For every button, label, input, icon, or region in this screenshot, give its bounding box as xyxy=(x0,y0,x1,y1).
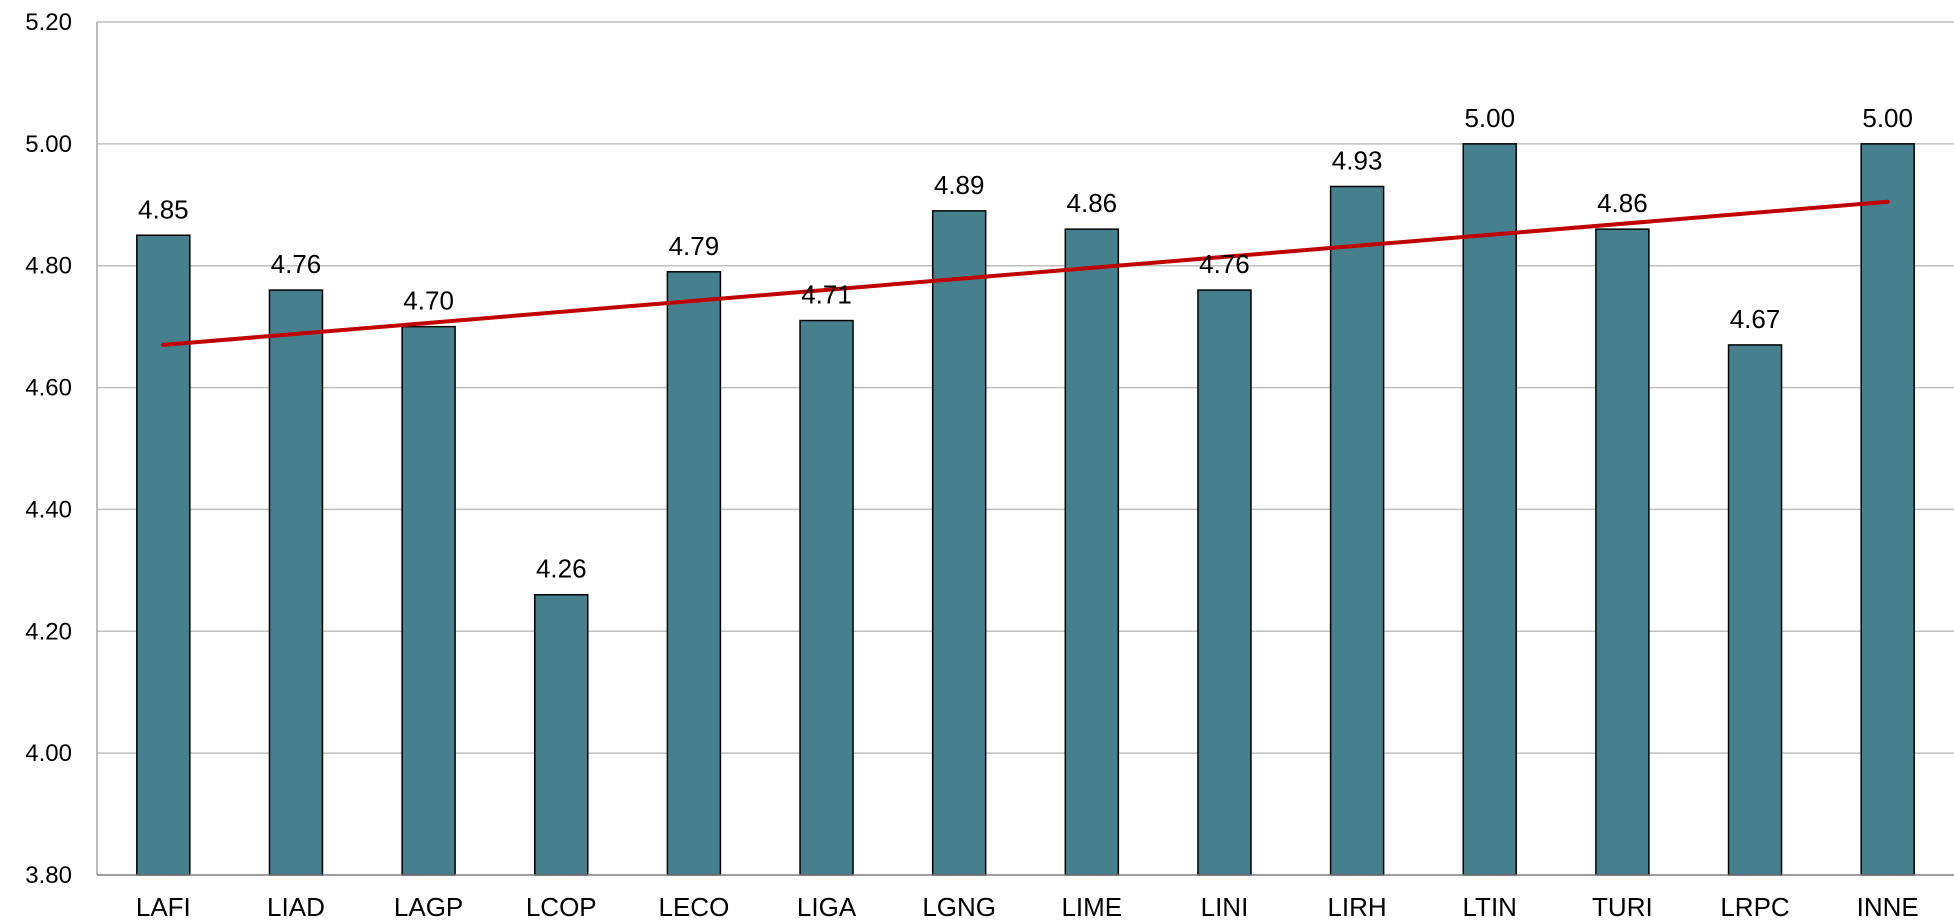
y-axis-ticks: 3.80 4.00 4.20 4.40 4.60 4.80 5.00 5.20 xyxy=(25,9,72,889)
data-label: 4.76 xyxy=(271,249,322,279)
x-tick-label: LRPC xyxy=(1720,892,1789,922)
y-tick-label: 5.20 xyxy=(25,9,72,36)
data-label: 5.00 xyxy=(1464,103,1515,133)
bar xyxy=(1462,143,1517,876)
data-label: 4.26 xyxy=(536,554,587,584)
y-tick-label: 4.60 xyxy=(25,375,72,402)
y-tick-label: 5.00 xyxy=(25,131,72,158)
bar xyxy=(534,593,589,876)
bar xyxy=(1329,185,1385,876)
data-label: 4.76 xyxy=(1199,249,1250,279)
data-label: 4.79 xyxy=(669,231,720,261)
data-label: 4.86 xyxy=(1597,188,1648,218)
trendline xyxy=(161,199,1890,347)
x-tick-label: LIAD xyxy=(267,892,325,922)
data-label: 4.86 xyxy=(1067,188,1118,218)
trendline-layer xyxy=(161,199,1890,347)
bar xyxy=(268,289,324,876)
data-label: 4.93 xyxy=(1332,146,1383,176)
data-label: 4.85 xyxy=(138,194,189,224)
bar xyxy=(1727,344,1783,876)
x-tick-label: TURI xyxy=(1592,892,1653,922)
data-labels: 4.85 4.76 4.70 4.26 4.79 4.71 4.89 4.86 4.76 4.93… xyxy=(138,103,1913,584)
gridlines xyxy=(97,21,1954,754)
x-tick-label: LGNG xyxy=(922,892,996,922)
x-tick-label: LAGP xyxy=(394,892,463,922)
data-label: 4.89 xyxy=(934,170,985,200)
x-tick-label: LINI xyxy=(1201,892,1249,922)
bar xyxy=(1860,143,1915,876)
data-label: 5.00 xyxy=(1862,103,1913,133)
x-tick-label: INNE xyxy=(1857,892,1919,922)
bar xyxy=(799,319,854,876)
bar xyxy=(401,325,456,876)
x-tick-label: LECO xyxy=(658,892,729,922)
bar xyxy=(1595,228,1650,876)
y-tick-label: 4.20 xyxy=(25,618,72,645)
y-tick-label: 4.80 xyxy=(25,253,72,280)
bar xyxy=(136,234,191,876)
y-tick-label: 4.40 xyxy=(25,496,72,523)
bar xyxy=(1197,289,1252,876)
data-label: 4.67 xyxy=(1730,304,1781,334)
x-tick-label: LTIN xyxy=(1463,892,1517,922)
bar xyxy=(1064,228,1120,876)
y-tick-label: 4.00 xyxy=(25,740,72,767)
x-tick-label: LCOP xyxy=(526,892,597,922)
y-tick-label: 3.80 xyxy=(25,862,72,889)
bars xyxy=(136,143,1915,876)
x-tick-label: LIME xyxy=(1061,892,1122,922)
data-label: 4.71 xyxy=(801,280,852,310)
axes xyxy=(96,22,1954,876)
x-tick-label: LAFI xyxy=(136,892,191,922)
x-tick-label: LIGA xyxy=(797,892,857,922)
x-axis-ticks: LAFI LIAD LAGP LCOP LECO LIGA LGNG LIME LINI LIRH… xyxy=(136,892,1919,922)
data-label: 4.70 xyxy=(403,286,454,316)
bar xyxy=(666,271,722,876)
x-tick-label: LIRH xyxy=(1327,892,1386,922)
bar xyxy=(931,210,987,876)
